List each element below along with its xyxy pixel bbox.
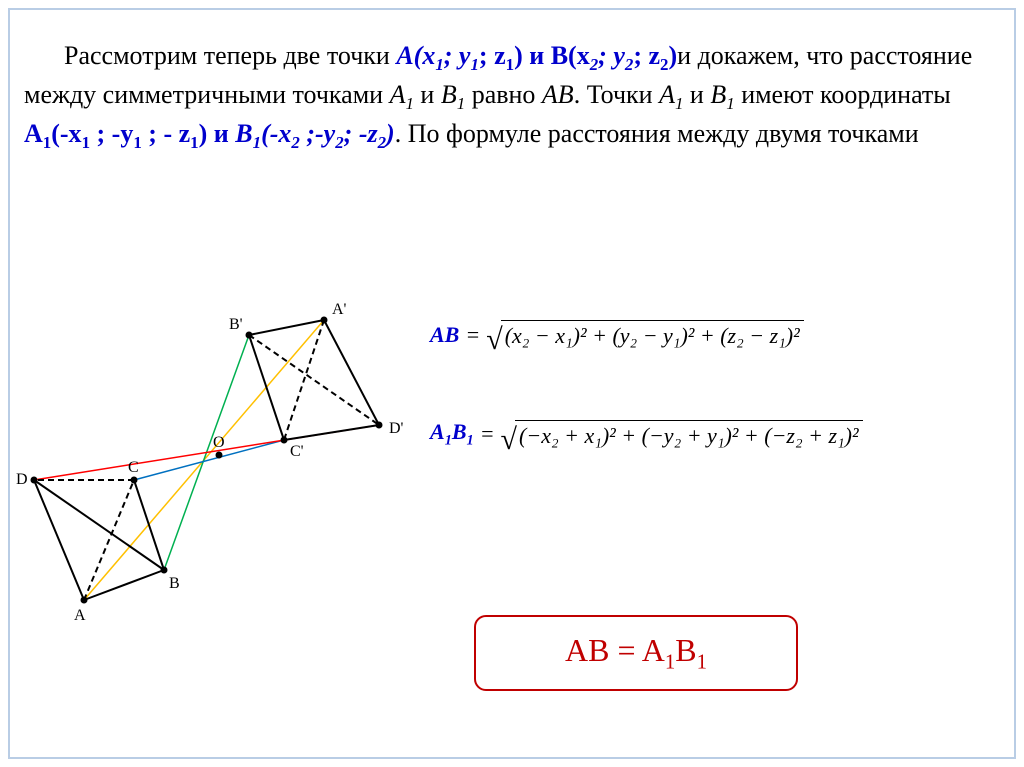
sub: 1 bbox=[82, 133, 90, 152]
radicand: (x₂ − x₁)² + (y₂ − y₁)² + (z₂ − z₁)² bbox=[501, 320, 804, 349]
have: имеют координаты bbox=[735, 80, 951, 109]
sub: 1 bbox=[470, 55, 478, 74]
pointA-open: A(x bbox=[396, 41, 435, 70]
res-lhs: AB = A bbox=[565, 632, 665, 668]
A1coord: ; -y bbox=[90, 119, 133, 148]
sub: 1 bbox=[190, 133, 198, 152]
sub: 1 bbox=[506, 55, 514, 74]
sub: 1 bbox=[457, 94, 465, 113]
res-mid: B bbox=[675, 632, 696, 668]
formula-lhs: A1B1 bbox=[430, 419, 474, 449]
svg-text:A': A' bbox=[332, 301, 347, 318]
close: ) bbox=[668, 41, 677, 70]
B1: B bbox=[452, 419, 467, 444]
radicand: (−x₂ + x₁)² + (−y₂ + y₁)² + (−z₂ + z₁)² bbox=[515, 420, 863, 449]
A1b: A bbox=[659, 80, 675, 109]
svg-text:D: D bbox=[16, 471, 28, 488]
sub: 1 bbox=[467, 432, 474, 448]
sub: 2 bbox=[335, 133, 343, 152]
equals: = bbox=[480, 421, 495, 447]
A1: A bbox=[430, 419, 445, 444]
dot: . Точки bbox=[574, 80, 659, 109]
and: и bbox=[683, 80, 710, 109]
tail: . По формуле расстояния между двумя точк… bbox=[395, 119, 919, 148]
sub: 2 bbox=[378, 133, 386, 152]
formula-lhs: AB bbox=[430, 322, 459, 348]
sep: ; z bbox=[633, 41, 660, 70]
svg-text:C: C bbox=[128, 459, 139, 476]
sub: 2 bbox=[590, 55, 598, 74]
A1: A bbox=[390, 80, 406, 109]
geometry-diagram: A B C D O A' B' C' D' bbox=[14, 270, 414, 630]
slide: Рассмотрим теперь две точки A(x1; y1; z1… bbox=[0, 0, 1024, 767]
sub: 2 bbox=[291, 133, 299, 152]
sub: 1 bbox=[253, 133, 261, 152]
sub: 1 bbox=[405, 94, 413, 113]
sub: 1 bbox=[445, 432, 452, 448]
A1coord: ; - z bbox=[142, 119, 190, 148]
B1coord: ) bbox=[386, 119, 395, 148]
sqrt: √ (x₂ − x₁)² + (y₂ − y₁)² + (z₂ − z₁)² bbox=[486, 320, 804, 349]
AB: AB bbox=[542, 80, 574, 109]
svg-text:D': D' bbox=[389, 420, 404, 437]
and: и bbox=[414, 80, 441, 109]
B1coord: ;-y bbox=[300, 119, 335, 148]
formula-block: AB = √ (x₂ − x₁)² + (y₂ − y₁)² + (z₂ − z… bbox=[430, 320, 1010, 519]
A1coord: (-x bbox=[51, 119, 81, 148]
equal: равно bbox=[465, 80, 542, 109]
svg-text:B': B' bbox=[229, 316, 243, 333]
A1coord: ) bbox=[199, 119, 208, 148]
svg-text:B: B bbox=[169, 575, 180, 592]
sep: ; y bbox=[444, 41, 471, 70]
svg-text:C': C' bbox=[290, 443, 304, 460]
B1b: B bbox=[710, 80, 726, 109]
sub: 1 bbox=[133, 133, 141, 152]
A1coord: A bbox=[24, 119, 43, 148]
result-text: AB = A1B1 bbox=[565, 632, 707, 674]
sub: 1 bbox=[697, 650, 707, 673]
B1coord: B bbox=[235, 119, 252, 148]
sub: 1 bbox=[43, 133, 51, 152]
B1coord: (-x bbox=[261, 119, 291, 148]
sep: ; z bbox=[479, 41, 506, 70]
B1: B bbox=[441, 80, 457, 109]
para-text: Рассмотрим теперь две точки bbox=[64, 41, 396, 70]
paragraph: Рассмотрим теперь две точки A(x1; y1; z1… bbox=[24, 38, 994, 155]
B1coord: ; -z bbox=[344, 119, 378, 148]
sep: ; y bbox=[598, 41, 625, 70]
formula-ab: AB = √ (x₂ − x₁)² + (y₂ − y₁)² + (z₂ − z… bbox=[430, 320, 1010, 349]
sub: 1 bbox=[435, 55, 443, 74]
result-box: AB = A1B1 bbox=[474, 615, 798, 691]
svg-text:O: O bbox=[213, 434, 225, 451]
equals: = bbox=[465, 322, 480, 348]
sub: 1 bbox=[726, 94, 734, 113]
sub: 1 bbox=[665, 650, 675, 673]
svg-text:A: A bbox=[74, 607, 86, 624]
formula-a1b1: A1B1 = √ (−x₂ + x₁)² + (−y₂ + y₁)² + (−z… bbox=[430, 419, 1010, 449]
sqrt: √ (−x₂ + x₁)² + (−y₂ + y₁)² + (−z₂ + z₁)… bbox=[501, 420, 863, 449]
pointB-open: ) и B(x bbox=[514, 41, 590, 70]
andB1: и bbox=[207, 119, 235, 148]
